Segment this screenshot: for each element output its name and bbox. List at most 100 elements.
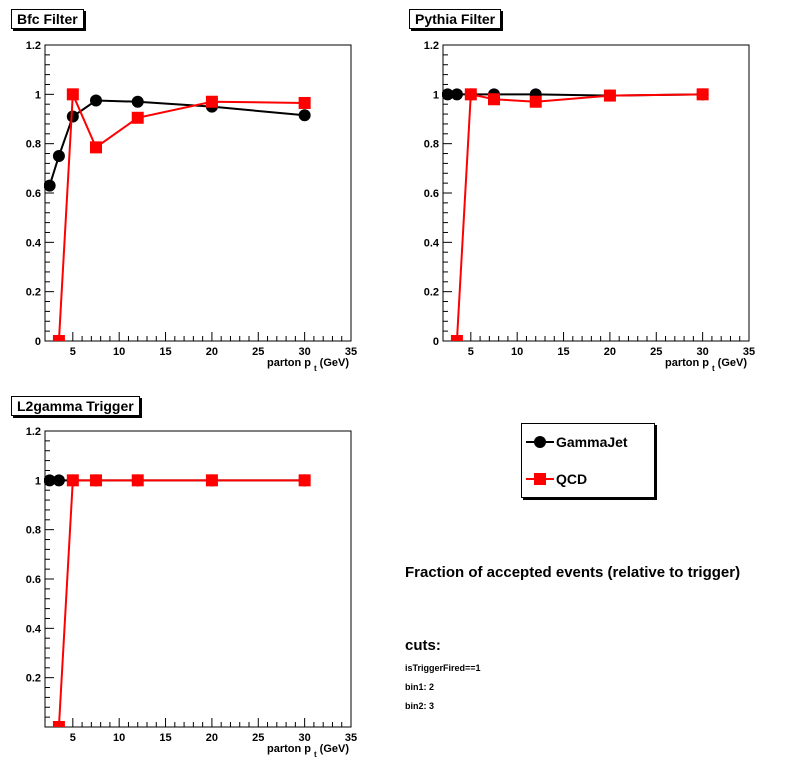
data-point xyxy=(205,95,218,108)
chart-title: Pythia Filter xyxy=(409,9,502,29)
chart-panel-l2gamma-trigger: 5 10 15 20 25 30 35 0.2 0.4 0.6 0.8 1 1.2 parton p t (G… xyxy=(0,386,398,772)
x-tick-label: 5 xyxy=(70,346,76,358)
info-title: Fraction of accepted events (relative to… xyxy=(405,564,741,581)
x-tick-label: 25 xyxy=(252,732,264,744)
data-point xyxy=(52,335,65,341)
data-point xyxy=(603,89,616,102)
series-line xyxy=(57,479,305,727)
x-tick-label: 35 xyxy=(345,346,357,358)
data-point xyxy=(90,94,102,107)
data-point xyxy=(450,335,463,341)
data-point xyxy=(464,88,477,101)
plot-frame xyxy=(44,44,352,342)
data-point xyxy=(44,179,56,192)
y-tick-label: 1.2 xyxy=(26,40,41,52)
x-axis-title: parton p t (GeV) xyxy=(267,743,349,759)
x-tick-label: 30 xyxy=(299,732,311,744)
data-point xyxy=(131,95,144,108)
y-tick-label: 0.4 xyxy=(26,237,42,249)
y-tick-label: 1 xyxy=(35,89,41,101)
chart-title: Bfc Filter xyxy=(11,9,84,29)
data-point xyxy=(52,474,65,487)
data-point xyxy=(696,88,709,101)
x-tick-label: 20 xyxy=(206,346,218,358)
data-point xyxy=(66,474,79,487)
x-tick-label: 30 xyxy=(697,346,709,358)
series-qcd xyxy=(450,88,709,341)
cut-line: bin1: 2 xyxy=(405,682,435,692)
data-point xyxy=(66,88,79,101)
y-tick-label: 0.8 xyxy=(26,525,41,537)
x-tick-label: 10 xyxy=(113,346,125,358)
data-point xyxy=(131,474,144,487)
data-point xyxy=(205,474,218,487)
data-point xyxy=(442,88,454,101)
series-line xyxy=(57,93,305,341)
series-line xyxy=(455,93,703,341)
y-tick-label: 0.8 xyxy=(424,139,439,151)
y-tick-label: 0.4 xyxy=(26,623,42,635)
chart-pythia-filter: 5 10 15 20 25 30 35 0 0.2 0.4 0.6 0.8 1 1.2 parton p t(… xyxy=(424,40,755,373)
x-tick-label: 30 xyxy=(299,346,311,358)
x-tick-label: 20 xyxy=(206,732,218,744)
legend: GammaJet QCD xyxy=(521,423,655,498)
y-tick-label: 0.6 xyxy=(424,188,439,200)
x-axis-title: parton p t (GeV) xyxy=(267,357,349,373)
x-tick-label: 10 xyxy=(511,346,523,358)
y-tick-label: 1 xyxy=(433,89,439,101)
y-tick-label: 0.4 xyxy=(424,237,440,249)
x-tick-label: 10 xyxy=(113,732,125,744)
data-point xyxy=(488,93,500,106)
data-point xyxy=(450,88,463,101)
y-tick-label: 0.8 xyxy=(26,139,41,151)
chart-title: L2gamma Trigger xyxy=(11,396,140,416)
data-point xyxy=(52,721,65,727)
legend-label: GammaJet xyxy=(556,434,628,450)
x-tick-label: 5 xyxy=(468,346,474,358)
y-tick-label: 0.2 xyxy=(26,287,41,299)
y-tick-label: 1.2 xyxy=(26,426,41,438)
circle-marker-icon xyxy=(526,436,554,448)
chart-bfc-filter: 5 10 15 20 25 30 35 0 0.2 0.4 0.6 0.8 1 1.2 parton p t(… xyxy=(26,40,357,373)
x-axis-title: parton p t (GeV) xyxy=(665,357,747,373)
x-tick-label: 5 xyxy=(70,732,76,744)
cuts-heading: cuts: xyxy=(405,637,441,654)
data-point xyxy=(66,110,79,123)
cut-line: bin2: 3 xyxy=(405,701,435,711)
data-point xyxy=(298,474,311,487)
data-point xyxy=(44,474,56,487)
y-tick-label: 1.2 xyxy=(424,40,439,52)
legend-label: QCD xyxy=(556,471,588,487)
square-marker-icon xyxy=(526,473,554,485)
data-point xyxy=(131,111,144,124)
chart-panel-pythia-filter: 5 10 15 20 25 30 35 0 0.2 0.4 0.6 0.8 1 1.2 parton p t(… xyxy=(398,0,796,386)
y-tick-label: 0.2 xyxy=(26,673,41,685)
x-tick-label: 25 xyxy=(252,346,264,358)
y-tick-label: 0.6 xyxy=(26,188,41,200)
x-tick-label: 35 xyxy=(743,346,755,358)
chart-panel-bfc-filter: 5 10 15 20 25 30 35 0 0.2 0.4 0.6 0.8 1 1.2 parton p t(… xyxy=(0,0,398,386)
cut-line: isTriggerFired==1 xyxy=(405,663,481,673)
y-tick-label: 0.2 xyxy=(424,287,439,299)
data-point xyxy=(90,474,102,487)
x-tick-label: 15 xyxy=(557,346,569,358)
y-tick-label: 1 xyxy=(35,475,41,487)
legend-entry-gammajet: GammaJet xyxy=(522,432,652,452)
x-tick-label: 25 xyxy=(650,346,662,358)
series-qcd xyxy=(52,474,311,727)
data-point xyxy=(90,141,102,154)
x-tick-label: 35 xyxy=(345,732,357,744)
y-tick-label: 0.6 xyxy=(26,574,41,586)
y-tick-label: 0 xyxy=(433,336,439,348)
data-point xyxy=(298,96,311,109)
data-point xyxy=(298,109,311,122)
x-tick-label: 15 xyxy=(159,346,171,358)
legend-entry-qcd: QCD xyxy=(522,469,652,489)
x-tick-label: 20 xyxy=(604,346,616,358)
series-qcd xyxy=(52,88,311,341)
x-tick-label: 15 xyxy=(159,732,171,744)
y-tick-label: 0 xyxy=(35,336,41,348)
data-point xyxy=(529,95,542,108)
data-point xyxy=(52,150,65,162)
chart-l2gamma-trigger: 5 10 15 20 25 30 35 0.2 0.4 0.6 0.8 1 1.2 parton p t (G… xyxy=(26,426,357,759)
